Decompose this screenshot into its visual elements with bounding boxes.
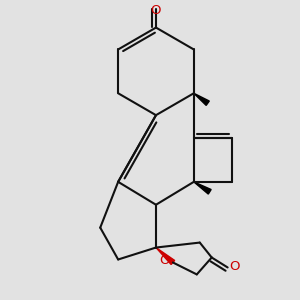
Text: O: O — [159, 254, 170, 268]
Polygon shape — [194, 93, 209, 105]
Text: O: O — [229, 260, 239, 273]
Text: O: O — [151, 4, 161, 17]
Polygon shape — [156, 248, 175, 265]
Polygon shape — [194, 182, 211, 194]
